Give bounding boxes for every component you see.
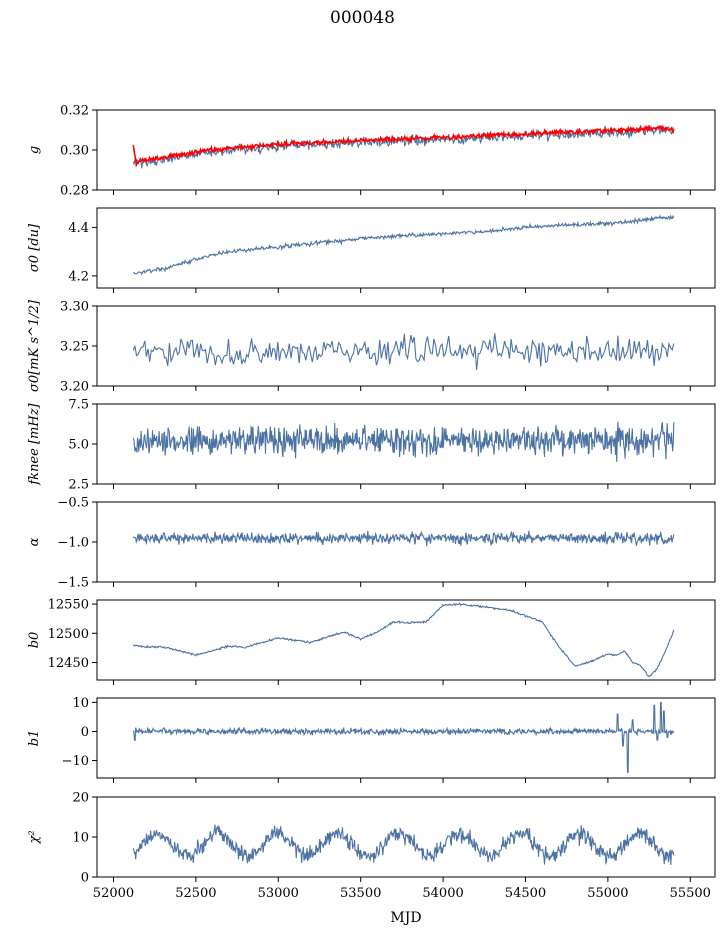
y-axis-label: b0 (27, 632, 42, 649)
y-tick-label: 20 (72, 791, 89, 806)
x-axis-label: MJD (390, 910, 421, 926)
y-tick-label: 3.30 (60, 300, 89, 315)
y-tick-label: 0.28 (60, 184, 89, 199)
y-axis-label: g (27, 146, 42, 154)
y-tick-label: 0.32 (60, 104, 89, 119)
x-tick-label: 53500 (340, 886, 381, 901)
panel-2: 4.2 4.4 σ0 [du] (27, 207, 716, 293)
y-axis-label: χ² (27, 830, 42, 844)
y-tick-label: 0 (81, 871, 89, 886)
y-tick-label: 3.25 (60, 340, 89, 355)
figure-title: 000048 (330, 8, 395, 28)
series-line-6-1 (132, 602, 675, 678)
y-axis-label: σ0[mK s^1/2] (27, 299, 42, 392)
y-tick-label: 4.2 (68, 269, 89, 284)
y-tick-label: −1.5 (57, 576, 89, 591)
y-tick-label: −1.0 (57, 536, 89, 551)
series-line-1-2 (132, 124, 675, 168)
axes-frame (96, 109, 716, 191)
series-line-2-1 (133, 214, 675, 276)
axes-frame (96, 207, 716, 289)
x-tick-label: 55500 (670, 886, 711, 901)
axes-frame (96, 697, 716, 779)
y-tick-label: 12550 (48, 598, 89, 613)
series-line-4-1 (132, 421, 675, 462)
y-tick-label: 10 (72, 831, 89, 846)
y-tick-label: −0.5 (57, 496, 89, 511)
y-tick-label: −10 (62, 754, 89, 769)
series-line-7-1 (132, 701, 675, 773)
panel-8: 0 10 20 52000 52500 53000 53500 54000 54500 55000… (27, 791, 716, 901)
x-tick-label: 53000 (258, 886, 299, 901)
y-tick-label: 10 (72, 696, 89, 711)
series-line-8-1 (132, 824, 675, 866)
x-tick-label: 54000 (422, 886, 463, 901)
x-tick-label: 55000 (587, 886, 628, 901)
y-axis-label: fknee [mHz] (27, 402, 42, 485)
y-tick-label: 2.5 (68, 478, 89, 493)
y-tick-label: 0.30 (60, 144, 89, 159)
y-tick-label: 3.20 (60, 380, 89, 395)
x-tick-label: 52000 (93, 886, 134, 901)
axes-frame (96, 599, 716, 681)
y-axis-label: α (27, 537, 42, 546)
y-tick-label: 12500 (48, 627, 89, 642)
y-axis-label: σ0 [du] (27, 223, 42, 272)
x-tick-label: 52500 (175, 886, 216, 901)
y-axis-label: b1 (27, 730, 42, 747)
panel-3: 3.20 3.25 3.30 σ0[mK s^1/2] (27, 299, 716, 395)
panel-1: 0.28 0.30 0.32 g (27, 104, 716, 199)
y-tick-label: 0 (81, 725, 89, 740)
panel-6: 12450 12500 12550 b0 (27, 598, 716, 685)
panel-4: 2.5 5.0 7.5 fknee [mHz] (27, 398, 716, 493)
y-tick-label: 5.0 (68, 438, 89, 453)
panel-5: −1.5 −1.0 −0.5 α (27, 496, 716, 591)
series-line-5-1 (132, 530, 675, 547)
series-line-3-1 (132, 333, 675, 370)
y-tick-label: 12450 (48, 656, 89, 671)
y-tick-label: 4.4 (68, 221, 89, 236)
x-tick-label: 54500 (505, 886, 546, 901)
y-tick-label: 7.5 (68, 398, 89, 413)
panel-7: −10 0 10 b1 (27, 696, 716, 783)
